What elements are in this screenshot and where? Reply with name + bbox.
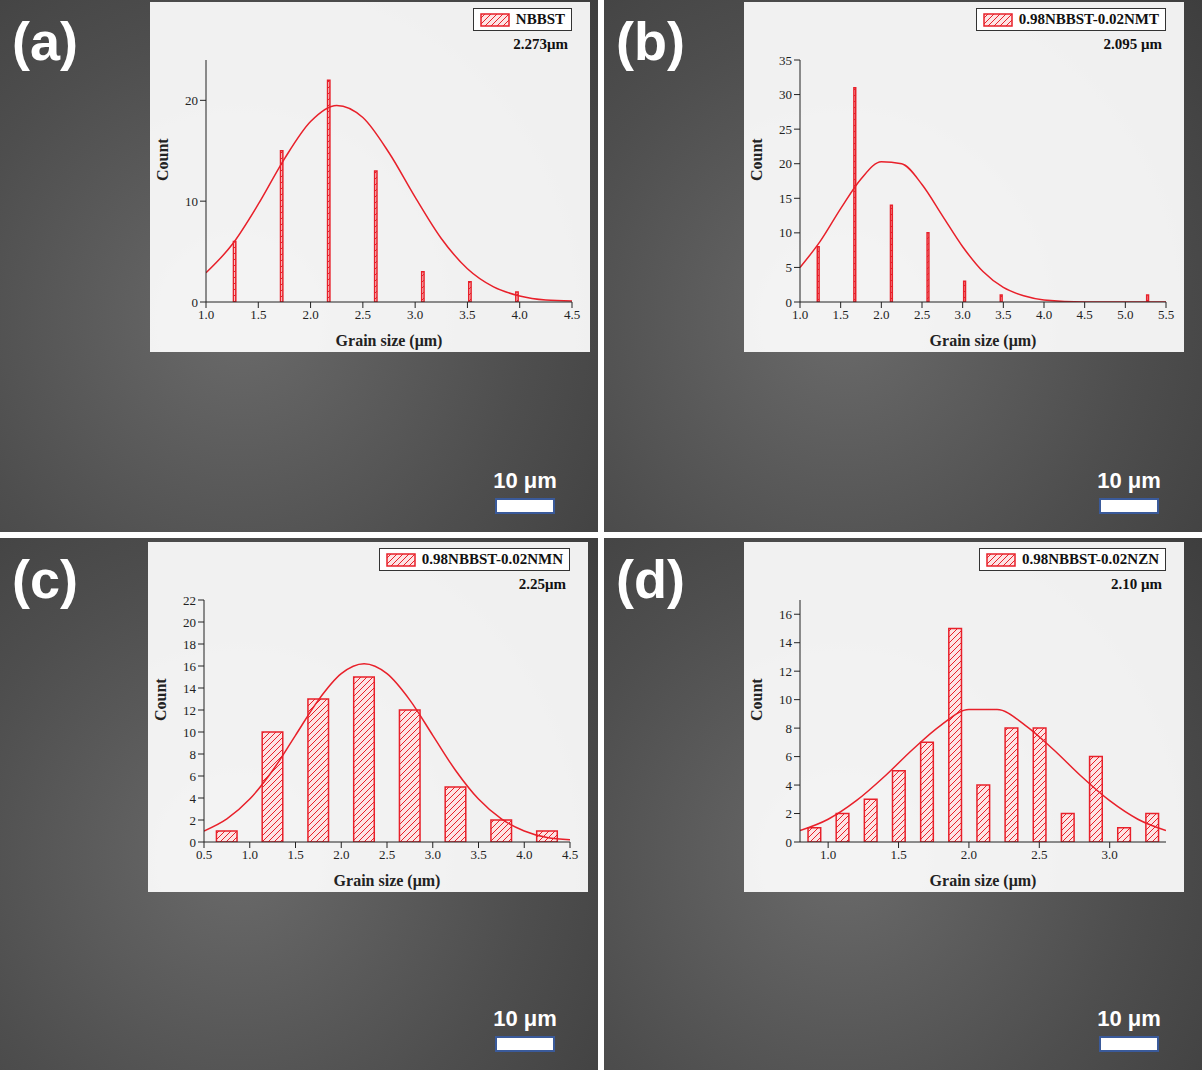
html-text:(a): (a)	[12, 11, 78, 71]
svg-text:4.0: 4.0	[516, 847, 532, 862]
svg-text:2.5: 2.5	[355, 307, 371, 322]
svg-text:1.5: 1.5	[890, 847, 906, 862]
svg-text:3.0: 3.0	[1102, 847, 1118, 862]
svg-text:Grain size (μm): Grain size (μm)	[336, 332, 443, 350]
svg-text:35: 35	[779, 53, 792, 68]
svg-text:Grain size (μm): Grain size (μm)	[930, 332, 1037, 350]
svg-text:4.5: 4.5	[564, 307, 580, 322]
svg-text:2.5: 2.5	[1031, 847, 1047, 862]
svg-text:1.0: 1.0	[792, 307, 808, 322]
svg-text:6: 6	[786, 749, 793, 764]
svg-text:12: 12	[779, 664, 792, 679]
svg-text:2.5: 2.5	[914, 307, 930, 322]
svg-text:Grain size (μm): Grain size (μm)	[930, 872, 1037, 890]
svg-text:4.5: 4.5	[562, 847, 578, 862]
svg-text:1.0: 1.0	[820, 847, 836, 862]
html-text:0.98NBBST-0.02NMN: 0.98NBBST-0.02NMN	[421, 551, 563, 567]
svg-text:10: 10	[185, 194, 198, 209]
svg-text:0: 0	[786, 295, 793, 310]
svg-text:Count: Count	[748, 678, 765, 721]
svg-text:1.0: 1.0	[242, 847, 258, 862]
svg-text:30: 30	[779, 87, 792, 102]
html-text:10 μm: 10 μm	[493, 1006, 557, 1031]
html-text:2.25μm: 2.25μm	[518, 576, 566, 592]
svg-text:8: 8	[190, 747, 197, 762]
svg-text:1.5: 1.5	[833, 307, 849, 322]
svg-text:3.5: 3.5	[995, 307, 1011, 322]
html-text:(b): (b)	[616, 11, 685, 71]
svg-text:2.0: 2.0	[302, 307, 318, 322]
svg-text:2.5: 2.5	[379, 847, 395, 862]
html-text:(c): (c)	[12, 549, 78, 609]
svg-text:10: 10	[779, 692, 792, 707]
svg-text:14: 14	[779, 635, 793, 650]
svg-text:4.0: 4.0	[1036, 307, 1052, 322]
html-text:2.10 μm: 2.10 μm	[1111, 576, 1162, 592]
svg-text:Count: Count	[152, 678, 169, 721]
html-text:2.095 μm: 2.095 μm	[1103, 36, 1162, 52]
html-text:(d): (d)	[616, 549, 685, 609]
svg-text:25: 25	[779, 122, 792, 137]
svg-text:4.5: 4.5	[1077, 307, 1093, 322]
svg-text:6: 6	[190, 769, 197, 784]
svg-text:2.0: 2.0	[873, 307, 889, 322]
svg-text:3.0: 3.0	[407, 307, 423, 322]
svg-text:12: 12	[183, 703, 196, 718]
svg-text:2: 2	[786, 806, 793, 821]
svg-text:5: 5	[786, 260, 793, 275]
svg-text:0: 0	[786, 835, 793, 850]
svg-text:3.0: 3.0	[425, 847, 441, 862]
svg-text:14: 14	[183, 681, 197, 696]
svg-text:1.0: 1.0	[198, 307, 214, 322]
svg-text:10: 10	[779, 225, 792, 240]
svg-text:3.5: 3.5	[470, 847, 486, 862]
svg-text:22: 22	[183, 593, 196, 608]
svg-text:20: 20	[183, 615, 196, 630]
svg-text:Grain size (μm): Grain size (μm)	[334, 872, 441, 890]
html-text:0.98NBBST-0.02NMT: 0.98NBBST-0.02NMT	[1018, 11, 1159, 27]
svg-text:0.5: 0.5	[196, 847, 212, 862]
svg-text:8: 8	[786, 721, 793, 736]
svg-text:4.0: 4.0	[512, 307, 528, 322]
svg-text:20: 20	[779, 156, 792, 171]
svg-text:20: 20	[185, 93, 198, 108]
svg-text:18: 18	[183, 637, 196, 652]
svg-text:4: 4	[786, 778, 793, 793]
svg-text:2.0: 2.0	[961, 847, 977, 862]
svg-text:Count: Count	[154, 138, 171, 181]
html-text:NBBST: NBBST	[515, 11, 565, 27]
svg-text:16: 16	[779, 607, 793, 622]
svg-text:16: 16	[183, 659, 197, 674]
svg-text:2: 2	[190, 813, 197, 828]
svg-text:15: 15	[779, 191, 792, 206]
svg-text:5.5: 5.5	[1158, 307, 1174, 322]
svg-text:1.5: 1.5	[250, 307, 266, 322]
svg-text:1.5: 1.5	[287, 847, 303, 862]
svg-text:Count: Count	[748, 138, 765, 181]
svg-text:0: 0	[192, 295, 199, 310]
svg-text:4: 4	[190, 791, 197, 806]
svg-text:5.0: 5.0	[1117, 307, 1133, 322]
svg-text:3.0: 3.0	[955, 307, 971, 322]
html-text:10 μm: 10 μm	[1097, 468, 1161, 493]
html-text:0.98NBBST-0.02NZN: 0.98NBBST-0.02NZN	[1022, 551, 1159, 567]
html-text:10 μm: 10 μm	[1097, 1006, 1161, 1031]
svg-text:0: 0	[190, 835, 197, 850]
svg-text:3.5: 3.5	[459, 307, 475, 322]
svg-text:10: 10	[183, 725, 196, 740]
svg-text:2.0: 2.0	[333, 847, 349, 862]
html-text:10 μm: 10 μm	[493, 468, 557, 493]
html-text:2.273μm: 2.273μm	[513, 36, 568, 52]
